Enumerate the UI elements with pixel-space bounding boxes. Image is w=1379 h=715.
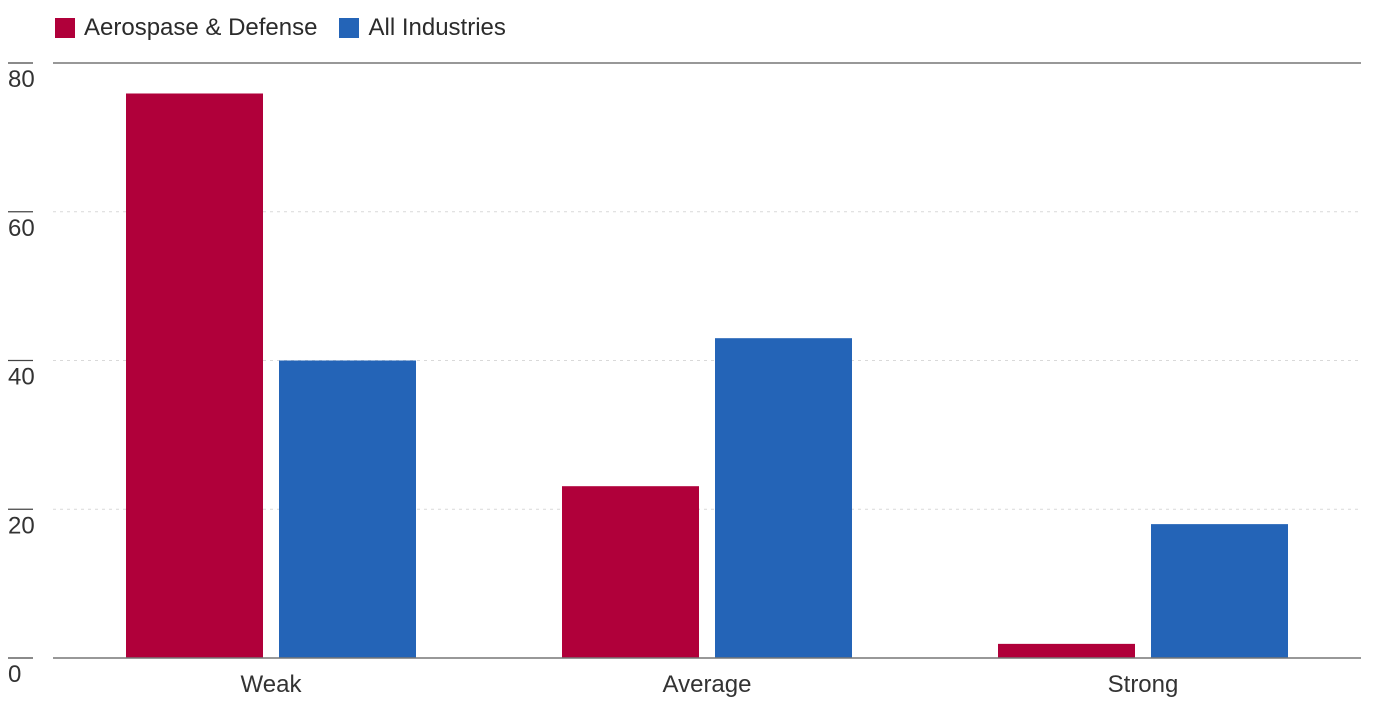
x-category-label-average: Average (663, 671, 752, 698)
legend-swatch-all-industries (339, 18, 360, 38)
bar-aerospase-defense-average (562, 486, 699, 658)
grid-layer (53, 211, 1361, 510)
x-category-label-weak: Weak (241, 671, 303, 698)
bar-all-industries-weak (279, 360, 416, 658)
legend-label-all-industries: All Industries (368, 14, 506, 41)
y-tick-label-60: 60 (8, 215, 35, 242)
legend-swatch-aerospace-defense (55, 18, 75, 38)
bar-aerospase-defense-strong (998, 643, 1135, 658)
axis-layer: 0 20 40 60 80 Weak Average Strong (8, 62, 1361, 698)
bars-layer (126, 93, 1288, 658)
y-tick-label-20: 20 (8, 512, 35, 539)
legend-item-all-industries: All Industries (339, 14, 506, 42)
chart-legend: Aerospase & Defense All Industries (55, 14, 506, 42)
y-tick-label-40: 40 (8, 364, 35, 391)
legend-label-aerospace-defense: Aerospase & Defense (84, 14, 318, 41)
x-category-label-strong: Strong (1108, 671, 1179, 698)
y-tick-label-0: 0 (8, 661, 21, 688)
bar-all-industries-average (715, 338, 852, 658)
bar-all-industries-strong (1151, 524, 1288, 658)
y-tick-label-80: 80 (8, 66, 35, 93)
legend-item-aerospace-defense: Aerospase & Defense (55, 14, 317, 42)
bar-aerospase-defense-weak (126, 93, 263, 658)
